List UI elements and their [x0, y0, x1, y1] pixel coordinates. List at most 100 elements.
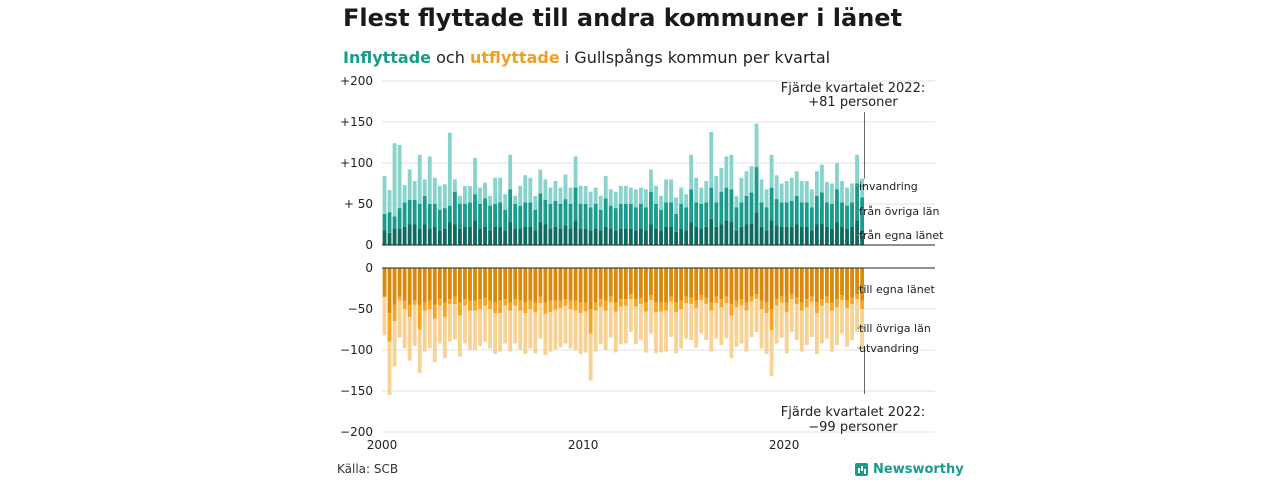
bar-in-invandring — [392, 143, 397, 217]
bar-in-ovriga — [825, 202, 829, 227]
bar-in-egna — [674, 231, 679, 245]
bar-in-egna — [533, 230, 538, 245]
bar-in-invandring — [493, 177, 498, 204]
bar-out-egna — [734, 268, 739, 301]
bar-in-egna — [412, 224, 417, 245]
bar-in-egna — [568, 228, 573, 245]
bar-in-invandring — [659, 195, 663, 210]
bar-in-egna — [799, 226, 804, 245]
bar-in-ovriga — [437, 209, 442, 231]
bar-in-invandring — [563, 174, 568, 200]
bar-in-egna — [754, 212, 759, 245]
bar-in-egna — [764, 230, 769, 245]
bar-out-ovriga — [478, 299, 482, 309]
bar-out-utvandring — [739, 305, 744, 344]
bar-out-egna — [427, 268, 432, 301]
bar-in-ovriga — [458, 204, 462, 229]
bar-in-ovriga — [427, 204, 432, 229]
bar-out-egna — [825, 268, 829, 297]
bar-out-ovriga — [573, 300, 578, 311]
bar-in-ovriga — [855, 183, 859, 221]
bar-in-egna — [649, 224, 653, 245]
bar-in-invandring — [814, 171, 819, 196]
bar-in-invandring — [473, 158, 477, 195]
bar-out-egna — [784, 268, 789, 303]
bar-out-ovriga — [593, 302, 598, 311]
bar-in-invandring — [613, 191, 618, 209]
bar-in-invandring — [523, 175, 528, 203]
bar-in-ovriga — [488, 205, 492, 231]
bar-out-egna — [794, 268, 799, 298]
bar-out-ovriga — [744, 302, 749, 311]
bar-out-utvandring — [493, 313, 498, 355]
bar-out-utvandring — [513, 305, 518, 344]
bar-out-egna — [779, 268, 784, 297]
bar-out-egna — [437, 268, 442, 300]
bar-out-utvandring — [774, 305, 779, 344]
bar-in-egna — [814, 224, 819, 245]
bar-in-egna — [749, 223, 754, 245]
bar-out-ovriga — [669, 296, 673, 302]
bar-in-egna — [654, 228, 658, 245]
bar-out-ovriga — [814, 302, 819, 314]
bar-in-egna — [789, 226, 794, 245]
annotation-top-line1: Fjärde kvartalet 2022: — [781, 81, 925, 96]
bar-out-utvandring — [724, 303, 729, 339]
bar-out-utvandring — [659, 311, 663, 353]
bar-out-ovriga — [739, 299, 744, 306]
bar-out-utvandring — [437, 305, 442, 344]
bar-out-utvandring — [840, 299, 844, 334]
bar-out-ovriga — [548, 300, 553, 313]
bar-out-egna — [553, 268, 558, 301]
bar-out-utvandring — [814, 313, 819, 355]
bar-in-egna — [699, 228, 704, 245]
bar-out-ovriga — [794, 297, 799, 305]
bar-out-utvandring — [412, 304, 417, 346]
bar-out-ovriga — [709, 302, 714, 311]
bar-in-invandring — [769, 154, 774, 188]
bar-in-ovriga — [573, 187, 578, 221]
source-note: Källa: SCB — [337, 462, 399, 476]
bar-in-egna — [689, 222, 694, 245]
bar-out-ovriga — [674, 302, 679, 313]
bar-out-utvandring — [719, 307, 724, 346]
bar-in-egna — [709, 218, 714, 245]
bar-in-ovriga — [850, 202, 854, 227]
bar-out-egna — [674, 268, 679, 303]
bar-in-egna — [684, 230, 689, 245]
bar-out-ovriga — [689, 297, 694, 305]
bar-in-egna — [644, 230, 648, 245]
bar-out-ovriga — [412, 300, 417, 305]
bar-in-ovriga — [789, 200, 794, 227]
bar-in-ovriga — [508, 189, 513, 223]
bar-in-invandring — [679, 187, 684, 204]
bar-out-egna — [769, 268, 774, 309]
bar-in-egna — [845, 228, 849, 245]
bar-in-ovriga — [548, 204, 553, 229]
bar-out-egna — [623, 268, 628, 300]
bar-out-ovriga — [432, 304, 437, 319]
bar-in-invandring — [528, 177, 533, 203]
bar-in-invandring — [483, 182, 487, 199]
bar-in-egna — [819, 223, 824, 245]
bar-out-utvandring — [835, 307, 839, 346]
bar-out-utvandring — [819, 305, 824, 344]
chart-title: Flest flyttade till andra kommuner i län… — [343, 4, 903, 32]
bar-in-egna — [794, 224, 799, 245]
bar-in-ovriga — [417, 204, 422, 229]
bar-in-egna — [422, 224, 427, 245]
bar-out-ovriga — [850, 297, 854, 305]
bar-out-utvandring — [573, 310, 578, 350]
bar-out-utvandring — [473, 310, 477, 350]
bar-in-invandring — [649, 169, 653, 192]
bar-in-invandring — [744, 171, 749, 196]
bar-in-egna — [437, 230, 442, 245]
bar-in-egna — [860, 230, 865, 245]
bar-in-ovriga — [603, 198, 608, 227]
bar-out-egna — [422, 268, 427, 303]
bar-out-utvandring — [623, 305, 628, 344]
bar-out-utvandring — [674, 312, 679, 354]
bar-in-invandring — [417, 154, 422, 204]
bar-out-egna — [473, 268, 477, 301]
bar-in-invandring — [850, 183, 854, 203]
